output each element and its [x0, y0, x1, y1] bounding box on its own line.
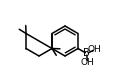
Text: OH: OH [87, 45, 101, 54]
Text: OH: OH [80, 58, 93, 67]
Text: B: B [83, 49, 89, 58]
